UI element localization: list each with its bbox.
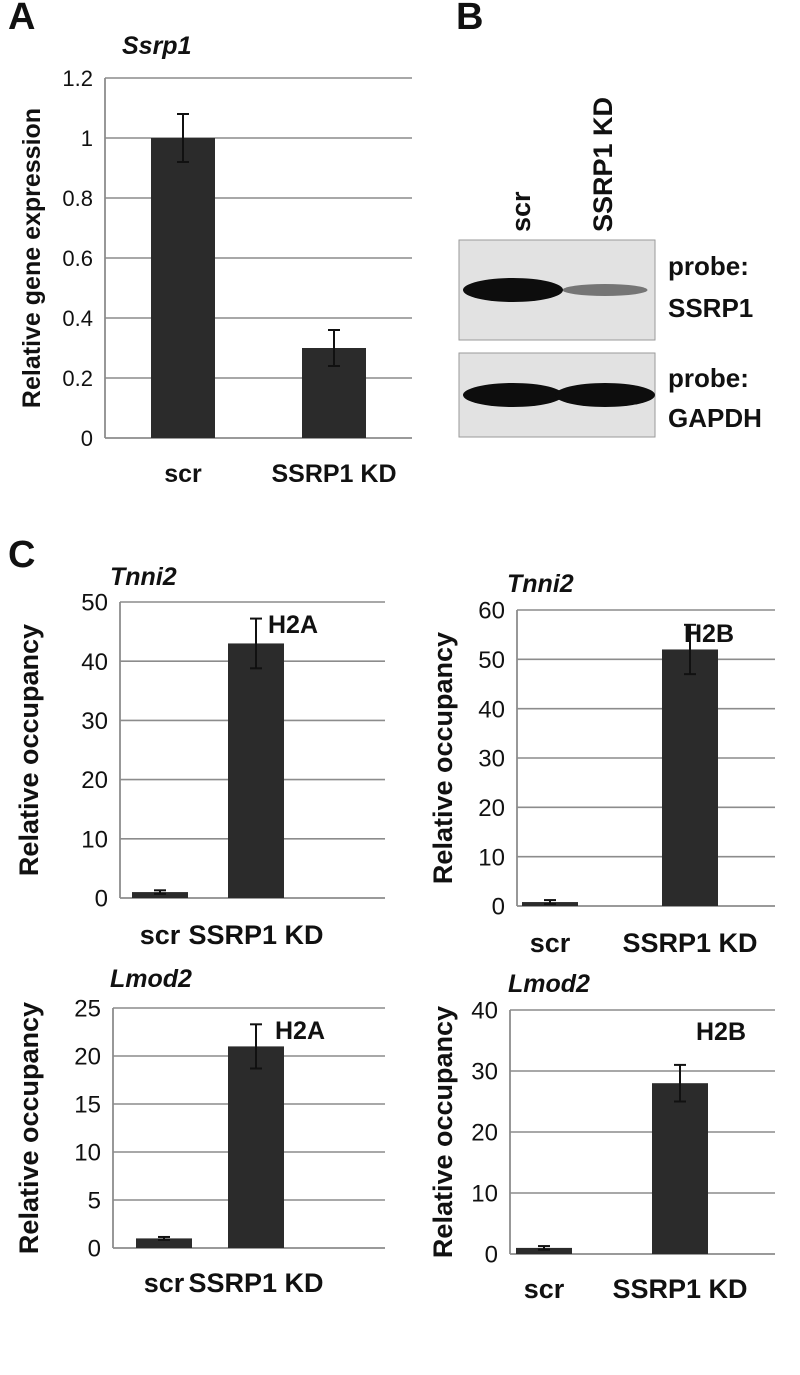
y-tick-label: 40: [471, 998, 498, 1025]
bar-1: [132, 892, 188, 898]
y-tick-label: 0: [492, 894, 505, 921]
x-category-label: scr: [164, 460, 202, 488]
bar-2: [662, 649, 718, 906]
y-tick-label: 10: [81, 826, 108, 853]
panel-label-a: A: [8, 0, 36, 38]
bar-2: [228, 643, 284, 898]
probe-target-ssrp1: SSRP1: [668, 293, 753, 323]
y-tick-label: 40: [81, 649, 108, 676]
y-tick-label: 0: [88, 1236, 101, 1263]
y-tick-label: 20: [81, 767, 108, 794]
chart-title: Tnni2: [110, 563, 177, 591]
y-tick-label: 0: [95, 886, 108, 913]
x-category-label: scr: [530, 928, 571, 958]
y-tick-label: 10: [471, 1181, 498, 1208]
y-tick-label: 10: [478, 844, 505, 871]
y-axis-label: Relative occupancy: [14, 624, 44, 876]
chart-title: Lmod2: [508, 970, 590, 998]
chart-title: Ssrp1: [122, 32, 191, 60]
bar-1: [151, 138, 215, 438]
probe-target-gapdh: GAPDH: [668, 403, 762, 433]
blot-band: [463, 278, 563, 302]
y-tick-label: 0.6: [62, 246, 93, 271]
y-tick-label: 0: [81, 426, 93, 451]
chart-4: 0 5 10 15 20 25 scr SSRP1 KD Lmod2 Relative occup…: [14, 965, 385, 1298]
chart-2: 0 10 20 30 40 50 scr SSRP1 KD Tnni2 Relative occu…: [14, 563, 385, 950]
histone-annotation: H2A: [275, 1017, 325, 1045]
bar-1: [516, 1247, 572, 1254]
blot-band: [555, 383, 655, 407]
y-axis-label: Relative occupancy: [428, 1006, 458, 1258]
bar-2: [228, 1046, 284, 1248]
y-tick-label: 20: [478, 795, 505, 822]
y-tick-label: 0.8: [62, 186, 93, 211]
chart-5: 0 10 20 30 40 scr SSRP1 KD Lmod2 Relative occupa…: [428, 970, 775, 1304]
lane-label-scr: scr: [506, 191, 536, 232]
histone-annotation: H2B: [684, 620, 734, 648]
western-blot: scr SSRP1 KD probe: SSRP1 probe: GAPDH: [458, 97, 762, 438]
bar-1: [136, 1238, 192, 1248]
blot-band: [463, 383, 563, 407]
y-tick-label: 10: [74, 1140, 101, 1167]
x-category-label: SSRP1 KD: [271, 460, 396, 488]
panel-label-c: C: [8, 534, 36, 576]
y-axis-label: Relative occupancy: [14, 1002, 44, 1254]
lane-label-ssrp1-kd: SSRP1 KD: [588, 97, 618, 232]
y-tick-label: 20: [471, 1120, 498, 1147]
bar-2: [652, 1083, 708, 1254]
y-tick-label: 5: [88, 1188, 101, 1215]
y-tick-label: 15: [74, 1092, 101, 1119]
y-tick-label: 0.4: [62, 306, 93, 331]
y-tick-label: 1.2: [62, 66, 93, 91]
x-category-label: scr: [140, 920, 181, 950]
y-tick-label: 0: [485, 1242, 498, 1269]
chart-1: 0 0.2 0.4 0.6 0.8 1 1.2 scr SSRP1 KD Ssrp1 Relativ…: [18, 32, 412, 488]
x-category-label: SSRP1 KD: [622, 928, 757, 958]
x-category-label: SSRP1 KD: [188, 920, 323, 950]
y-tick-label: 40: [478, 696, 505, 723]
y-tick-label: 50: [81, 590, 108, 617]
y-tick-label: 30: [471, 1059, 498, 1086]
y-tick-label: 30: [478, 746, 505, 773]
chart-3: 0 10 20 30 40 50 60 scr SSRP1 KD Tnni2 Relative oc…: [428, 570, 775, 958]
y-tick-label: 25: [74, 996, 101, 1023]
chart-title: Tnni2: [507, 570, 574, 598]
y-tick-label: 20: [74, 1044, 101, 1071]
probe-label: probe:: [668, 363, 749, 393]
y-axis-label: Relative gene expression: [18, 108, 46, 408]
x-category-label: scr: [144, 1268, 185, 1298]
probe-label: probe:: [668, 251, 749, 281]
panel-label-b: B: [456, 0, 484, 38]
x-category-label: scr: [524, 1274, 565, 1304]
y-tick-label: 1: [81, 126, 93, 151]
y-tick-label: 0.2: [62, 366, 93, 391]
y-tick-label: 30: [81, 708, 108, 735]
histone-annotation: H2B: [696, 1018, 746, 1046]
histone-annotation: H2A: [268, 611, 318, 639]
blot-band: [562, 284, 648, 296]
chart-title: Lmod2: [110, 965, 192, 993]
y-tick-label: 50: [478, 647, 505, 674]
x-category-label: SSRP1 KD: [612, 1274, 747, 1304]
y-axis-label: Relative occupancy: [428, 632, 458, 884]
y-tick-label: 60: [478, 598, 505, 625]
x-category-label: SSRP1 KD: [188, 1268, 323, 1298]
